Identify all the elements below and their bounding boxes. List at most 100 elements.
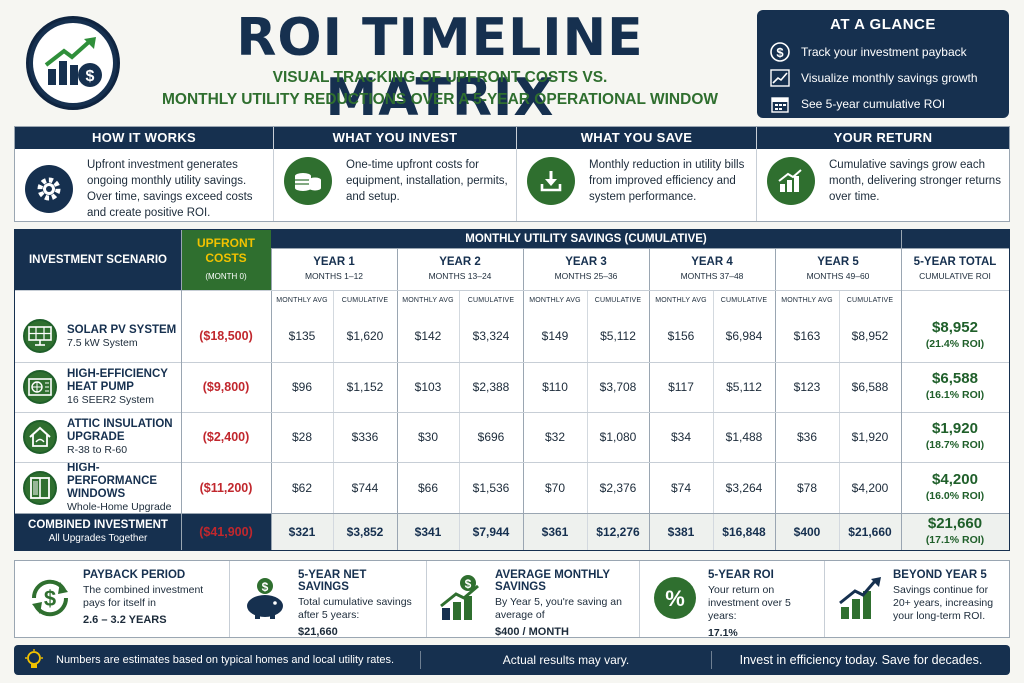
sub-header-cumulative: CUMULATIVE <box>720 296 768 304</box>
card-heading: HOW IT WORKS <box>15 127 273 149</box>
card-text: One-time upfront costs for equipment, in… <box>346 159 508 203</box>
cumulative-cell: $6,984 <box>713 310 775 362</box>
svg-text:%: % <box>665 586 685 611</box>
scenario-sub: 7.5 kW System <box>67 336 138 349</box>
scenario-header: INVESTMENT SCENARIO <box>15 230 181 290</box>
net-savings-card: $ 5-YEAR NET SAVINGS Total cumulative sav… <box>230 561 427 638</box>
monthly-avg-cell: $28 <box>271 412 333 462</box>
bar-chart-dollar-icon: $ <box>437 573 487 623</box>
scenario-name: SOLAR PV SYSTEM <box>67 323 177 336</box>
grid-line <box>333 290 334 550</box>
combined-total-roi: (17.1% ROI) <box>925 533 985 546</box>
scenario-name: UPGRADE <box>67 431 125 443</box>
grid-line <box>775 248 776 550</box>
download-icon <box>527 157 575 205</box>
sub-header-monthly-avg: MONTHLY AVG <box>402 296 454 304</box>
grid-line <box>15 412 1009 413</box>
rising-bars-icon <box>835 573 885 623</box>
total-cell: $6,588 (16.1% ROI) <box>901 362 1009 412</box>
cumulative-cell: $1,152 <box>333 362 397 412</box>
grid-line <box>397 248 398 550</box>
footer-bar: Numbers are estimates based on typical h… <box>14 645 1010 675</box>
summary-title: PAYBACK PERIOD <box>83 569 186 581</box>
year-months: MONTHS 49–60 <box>806 271 870 281</box>
upfront-header-label: UPFRONT COSTS <box>197 236 255 265</box>
monthly-avg-cell: $32 <box>523 412 587 462</box>
monthly-avg-cell: $142 <box>397 310 459 362</box>
summary-value: $400 / MONTH <box>495 626 569 638</box>
gear-icon <box>25 165 73 213</box>
card-text: Cumulative savings grow each month, deli… <box>829 159 1001 203</box>
combined-value-cell: $321 <box>271 513 333 550</box>
card-heading: WHAT YOU INVEST <box>274 127 516 149</box>
total-header-label: 5-YEAR TOTAL <box>913 256 997 268</box>
scenario-name: HIGH-PERFORMANCE <box>67 462 158 487</box>
combined-sub: All Upgrades Together <box>48 532 148 544</box>
monthly-avg-cell: $62 <box>271 462 333 513</box>
upfront-cost-cell: ($11,200) <box>181 462 271 513</box>
scenario-name: ATTIC INSULATION <box>67 418 173 430</box>
monthly-avg-cell: $78 <box>775 462 839 513</box>
summary-text: Your return on investment over 5 years: <box>708 584 791 622</box>
svg-text:$: $ <box>262 580 269 594</box>
combined-value-cell: $361 <box>523 513 587 550</box>
what-you-save-card: WHAT YOU SAVE Monthly reduction in utili… <box>517 127 757 221</box>
footer-note: Numbers are estimates based on typical h… <box>56 654 395 666</box>
monthly-avg-cell: $96 <box>271 362 333 412</box>
grid-line <box>271 248 272 550</box>
cumulative-cell: $744 <box>333 462 397 513</box>
heat-pump-icon <box>23 370 57 404</box>
total-cell: $8,952 (21.4% ROI) <box>901 310 1009 362</box>
summary-value: 2.6 – 3.2 YEARS <box>83 614 167 626</box>
total-cell: $4,200 (16.0% ROI) <box>901 462 1009 513</box>
year-months: MONTHS 37–48 <box>680 271 744 281</box>
what-you-invest-card: WHAT YOU INVEST One-time upfront costs f… <box>274 127 517 221</box>
cumulative-cell: $1,488 <box>713 412 775 462</box>
at-a-glance-panel: AT A GLANCE $ Track your investment payb… <box>757 10 1009 118</box>
card-heading: WHAT YOU SAVE <box>517 127 756 149</box>
total-roi: (16.0% ROI) <box>925 489 985 502</box>
year-label: YEAR 5 <box>817 256 859 268</box>
sub-header-cumulative: CUMULATIVE <box>467 296 515 304</box>
blank <box>181 290 271 310</box>
subtitle-line-1: VISUAL TRACKING OF UPFRONT COSTS VS. <box>272 69 608 86</box>
line-chart-icon <box>769 68 791 88</box>
monthly-avg-cell: $66 <box>397 462 459 513</box>
glance-item: See 5-year cumulative ROI <box>769 91 997 117</box>
your-return-card: YOUR RETURN Cumulative savings grow each… <box>757 127 1009 221</box>
grid-line <box>15 462 1009 463</box>
combined-value-cell: $12,276 <box>587 513 649 550</box>
year-header: YEAR 1 MONTHS 1–12 <box>271 248 397 290</box>
summary-title: BEYOND YEAR 5 <box>893 569 987 581</box>
grid-line <box>15 362 1009 363</box>
cumulative-cell: $4,200 <box>839 462 901 513</box>
page-subtitle: VISUAL TRACKING OF UPFRONT COSTS VS. MON… <box>120 67 760 111</box>
year-label: YEAR 3 <box>565 256 607 268</box>
page-title: ROI TIMELINE MATRIX <box>236 8 644 128</box>
card-text: Upfront investment generates ongoing mon… <box>87 159 253 219</box>
roi-chart-logo-icon: $ <box>44 37 102 87</box>
footer-disclaimer: Actual results may vary. <box>502 653 630 667</box>
upfront-cost-cell: ($18,500) <box>181 310 271 362</box>
year-label: YEAR 4 <box>691 256 733 268</box>
cumulative-cell: $5,112 <box>587 310 649 362</box>
glance-item: Visualize monthly savings growth <box>769 65 997 91</box>
sub-header-monthly-avg: MONTHLY AVG <box>655 296 707 304</box>
combined-value-cell: $16,848 <box>713 513 775 550</box>
combined-name-cell: COMBINED INVESTMENT All Upgrades Together <box>15 513 181 550</box>
cumulative-cell: $1,536 <box>459 462 523 513</box>
grid-line <box>523 248 524 550</box>
total-header: 5-YEAR TOTAL CUMULATIVE ROI <box>901 248 1009 290</box>
summary-text: By Year 5, you're saving an average of <box>495 596 622 621</box>
summary-title: AVERAGE MONTHLY SAVINGS <box>495 569 610 593</box>
cumulative-cell: $696 <box>459 412 523 462</box>
scenario-cell: HIGH-EFFICIENCY HEAT PUMP 16 SEER2 System <box>15 362 181 412</box>
svg-text:$: $ <box>86 68 95 85</box>
total-value: $8,952 <box>932 319 978 336</box>
roi-matrix-table: INVESTMENT SCENARIO UPFRONT COSTS (MONTH 0… <box>14 229 1010 551</box>
combined-upfront-cell: ($41,900) <box>181 513 271 550</box>
grid-line <box>901 230 902 550</box>
glance-item-label: See 5-year cumulative ROI <box>801 97 946 111</box>
beyond-year-5-card: BEYOND YEAR 5 Savings continue for 20+ ye… <box>825 561 1009 637</box>
cumulative-cell: $1,920 <box>839 412 901 462</box>
